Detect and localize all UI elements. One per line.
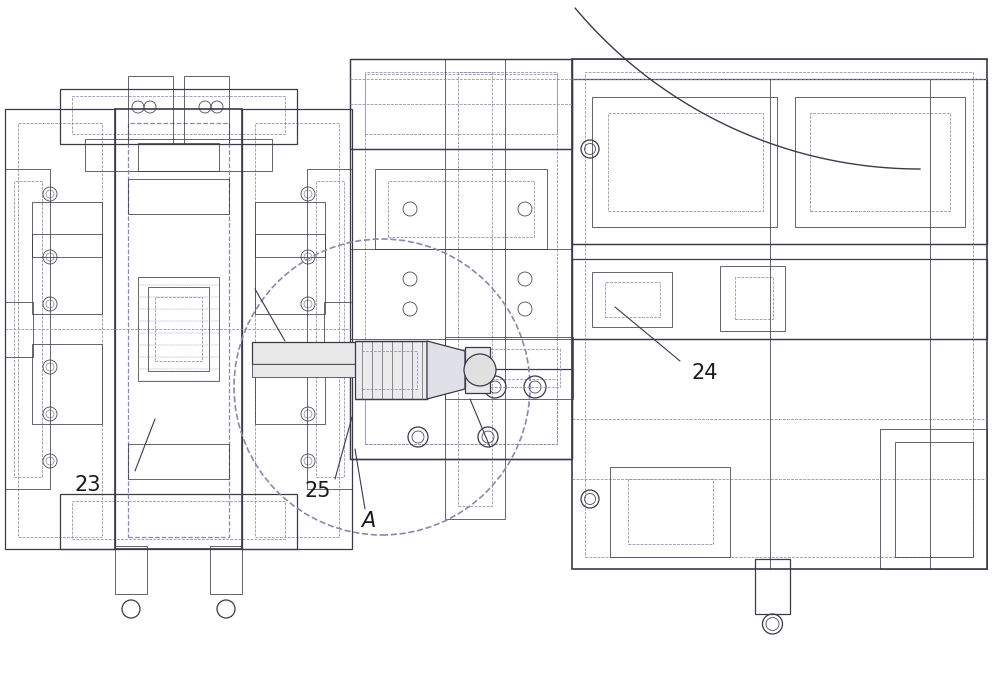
Bar [5,109,115,549]
Bar [572,259,987,339]
Bar [60,89,297,144]
Bar [14,181,42,477]
Bar [72,501,285,539]
Bar [255,234,325,314]
Polygon shape [427,341,465,399]
Bar [210,546,242,594]
Bar [895,442,973,557]
Bar [138,143,219,171]
Bar [316,181,344,477]
Bar [592,272,672,327]
Bar [592,97,777,227]
Bar [324,302,352,357]
Bar [255,202,325,257]
Bar [628,479,713,544]
Bar [445,59,505,519]
Bar [365,72,557,134]
Bar [72,96,285,134]
Bar [5,169,50,489]
Bar [307,169,352,489]
Bar [128,76,173,144]
Text: 23: 23 [75,475,101,495]
Bar [252,364,407,377]
Bar [795,97,965,227]
Bar [810,113,950,211]
Bar [242,109,352,549]
Bar [128,123,229,537]
Bar [605,282,660,317]
Text: 24: 24 [692,363,718,383]
Circle shape [464,354,496,386]
Bar [880,429,987,569]
Bar [350,59,572,459]
Bar [755,559,790,614]
Bar [60,494,297,549]
Bar [115,546,147,594]
Bar [18,123,102,537]
Bar [720,266,785,331]
Bar [375,169,547,249]
Bar [572,79,987,244]
Bar [148,287,209,371]
Bar [184,76,229,144]
Bar [32,202,102,257]
Bar [350,59,572,149]
Bar [255,123,339,537]
Bar [362,351,417,389]
Bar [128,179,229,214]
Bar [458,72,492,506]
Bar [585,72,973,557]
Bar [32,344,102,424]
Bar [610,467,730,557]
Bar [138,277,219,381]
Bar [465,347,490,393]
Bar [355,341,427,399]
Bar [608,113,763,211]
Bar [572,59,987,569]
Bar [85,139,272,171]
Bar [252,342,407,364]
Bar [365,379,557,444]
Bar [735,277,773,319]
Bar [388,181,534,237]
Bar [32,234,102,314]
Bar [365,74,557,444]
Bar [458,349,560,387]
Bar [445,337,573,399]
Bar [5,302,33,357]
Bar [350,369,572,459]
Text: 25: 25 [305,481,331,501]
Text: A: A [361,511,375,531]
Bar [255,344,325,424]
Bar [155,297,202,361]
Bar [115,109,242,549]
Bar [128,444,229,479]
